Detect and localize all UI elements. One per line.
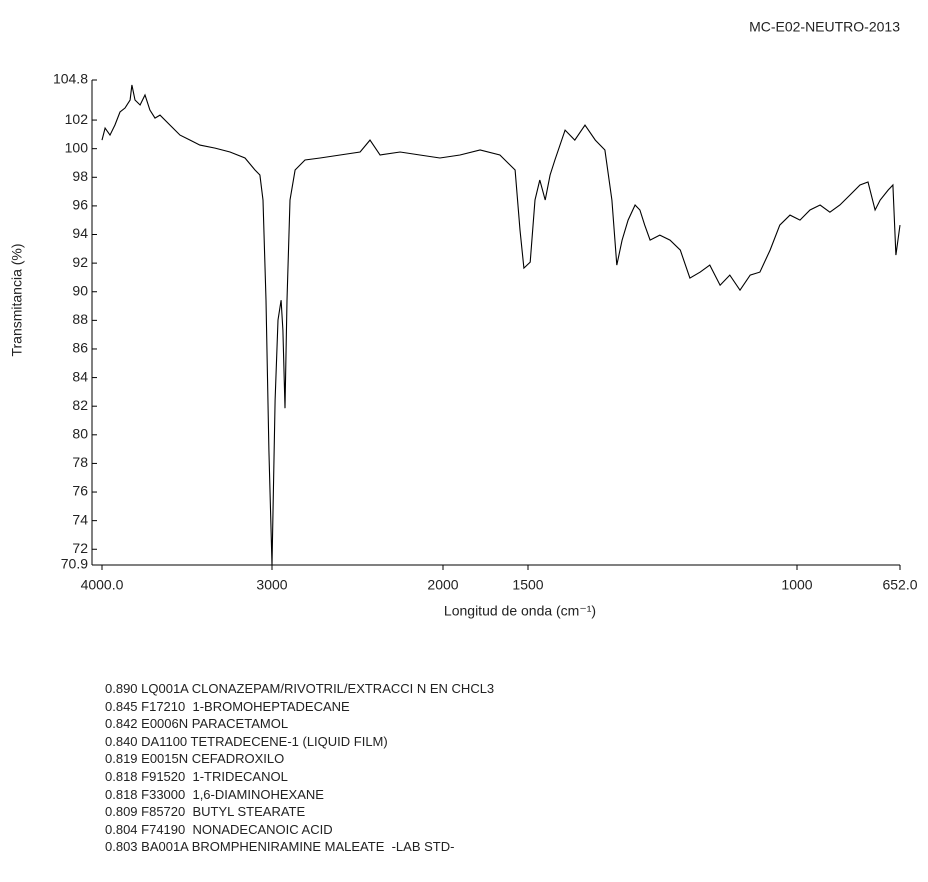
x-tick-label: 1500 <box>512 577 543 593</box>
match-entry: 0.842 E0006N PARACETAMOL <box>105 716 289 732</box>
y-tick-label: 104.8 <box>53 71 88 87</box>
y-tick-label: 82 <box>72 397 88 413</box>
y-tick-label: 84 <box>72 368 88 384</box>
x-tick-label: 1000 <box>781 577 812 593</box>
match-entry: 0.809 F85720 BUTYL STEARATE <box>105 804 306 820</box>
match-entry: 0.804 F74190 NONADECANOIC ACID <box>105 821 333 837</box>
y-tick-label: 102 <box>65 111 89 127</box>
match-entry: 0.803 BA001A BROMPHENIRAMINE MALEATE -LA… <box>105 839 455 855</box>
y-tick-label: 76 <box>72 483 88 499</box>
x-tick-label: 4000.0 <box>81 577 124 593</box>
y-tick-label: 90 <box>72 282 88 298</box>
y-tick-label: 86 <box>72 340 88 356</box>
y-tick-label: 80 <box>72 426 88 442</box>
x-tick-label: 652.0 <box>882 577 917 593</box>
y-axis-label: Transmitancia (%) <box>9 243 25 356</box>
y-tick-label: 94 <box>72 225 88 241</box>
x-tick-label: 3000 <box>256 577 287 593</box>
match-entry: 0.818 F33000 1,6-DIAMINOHEXANE <box>105 786 324 802</box>
chart-title: MC-E02-NEUTRO-2013 <box>749 19 900 35</box>
y-tick-label: 74 <box>72 511 88 527</box>
x-tick-label: 2000 <box>427 577 458 593</box>
match-entry: 0.819 E0015N CEFADROXILO <box>105 751 285 767</box>
y-tick-label: 88 <box>72 311 88 327</box>
x-axis-label: Longitud de onda (cm⁻¹) <box>444 603 596 619</box>
y-tick-label: 98 <box>72 168 88 184</box>
match-entry: 0.845 F17210 1-BROMOHEPTADECANE <box>105 698 350 714</box>
y-tick-label: 78 <box>72 454 88 470</box>
spectrum-line <box>101 84 901 566</box>
y-tick-label: 70.9 <box>61 556 88 572</box>
match-list: 0.890 LQ001A CLONAZEPAM/RIVOTRIL/EXTRACC… <box>105 680 494 856</box>
y-tick-label: 92 <box>72 254 88 270</box>
y-tick-label: 96 <box>72 197 88 213</box>
y-tick-label: 100 <box>65 139 89 155</box>
match-entry: 0.840 DA1100 TETRADECENE-1 (LIQUID FILM) <box>105 733 388 749</box>
chart: MC-E02-NEUTRO-2013 Longitud de onda (cm⁻… <box>9 19 918 619</box>
match-entry: 0.890 LQ001A CLONAZEPAM/RIVOTRIL/EXTRACC… <box>105 681 495 696</box>
y-tick-label: 72 <box>72 540 88 556</box>
match-entry: 0.818 F91520 1-TRIDECANOL <box>105 768 288 784</box>
